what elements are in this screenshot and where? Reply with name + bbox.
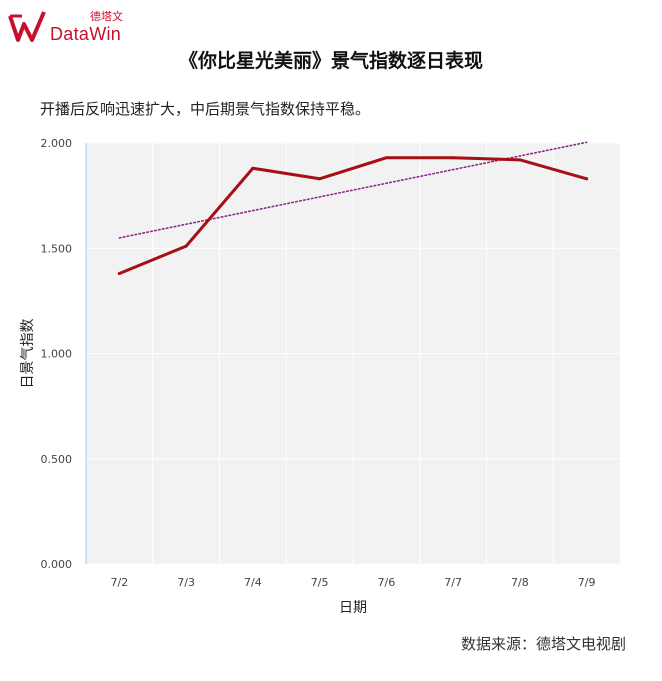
data-point — [518, 158, 522, 162]
data-point — [585, 177, 589, 181]
data-point — [117, 272, 121, 276]
logo: DataWin 德塔文 — [6, 8, 156, 48]
y-axis-title: 日景气指数 — [20, 319, 36, 389]
y-tick-label: 1.000 — [41, 348, 73, 361]
data-point — [451, 156, 455, 160]
series-line — [117, 156, 589, 276]
y-tick-label: 2.000 — [41, 137, 73, 150]
data-source: 数据来源：德塔文电视剧 — [460, 635, 626, 653]
x-tick-label: 7/4 — [244, 576, 262, 589]
y-tick-label: 1.500 — [41, 242, 73, 255]
logo-brand: DataWin — [50, 24, 122, 44]
x-tick-label: 7/5 — [311, 576, 329, 589]
y-tick-label: 0.000 — [41, 558, 73, 571]
data-point — [384, 156, 388, 160]
data-point — [318, 177, 322, 181]
data-point — [184, 244, 188, 248]
x-tick-label: 7/2 — [111, 576, 129, 589]
y-tick-label: 0.500 — [41, 453, 73, 466]
logo-cn: 德塔文 — [90, 10, 123, 23]
x-tick-label: 7/9 — [578, 576, 596, 589]
data-point — [251, 166, 255, 170]
datawin-logo-icon — [8, 11, 46, 42]
x-tick-label: 7/8 — [511, 576, 529, 589]
chart-title: 《你比星光美丽》景气指数逐日表现 — [178, 50, 483, 72]
x-tick-label: 7/3 — [177, 576, 195, 589]
chart-subtitle: 开播后反响迅速扩大，中后期景气指数保持平稳。 — [40, 100, 371, 118]
x-tick-label: 7/6 — [378, 576, 396, 589]
x-axis-title: 日期 — [339, 600, 367, 616]
x-tick-label: 7/7 — [444, 576, 462, 589]
